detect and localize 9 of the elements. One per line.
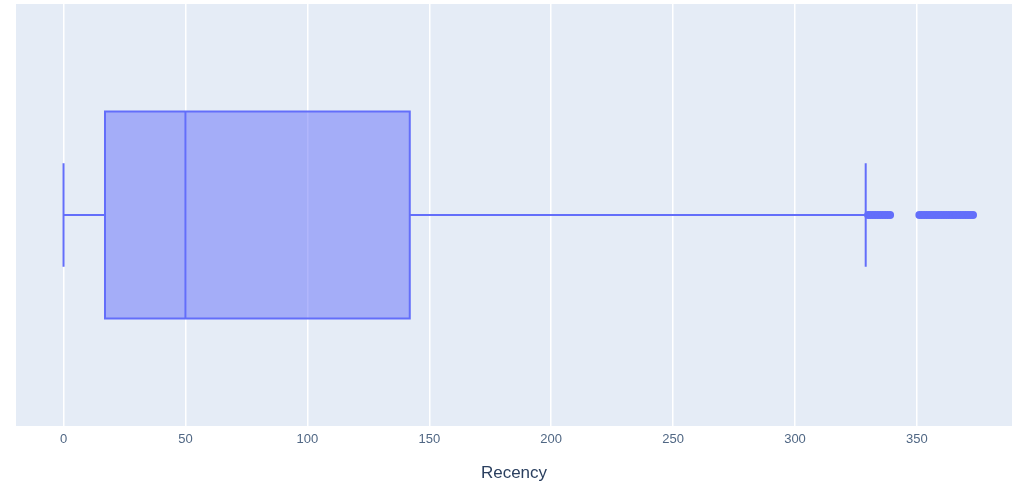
x-axis-title: Recency <box>480 463 548 483</box>
x-tick-label: 100 <box>296 431 319 447</box>
x-tick-label: 300 <box>784 431 806 447</box>
x-tick-label: 150 <box>418 431 441 447</box>
x-tick-label: 50 <box>178 431 193 447</box>
x-tick-label: 350 <box>906 431 928 447</box>
x-tick-label: 250 <box>662 431 684 447</box>
x-tick-label: 0 <box>59 431 68 447</box>
x-tick-label: 200 <box>540 431 563 447</box>
